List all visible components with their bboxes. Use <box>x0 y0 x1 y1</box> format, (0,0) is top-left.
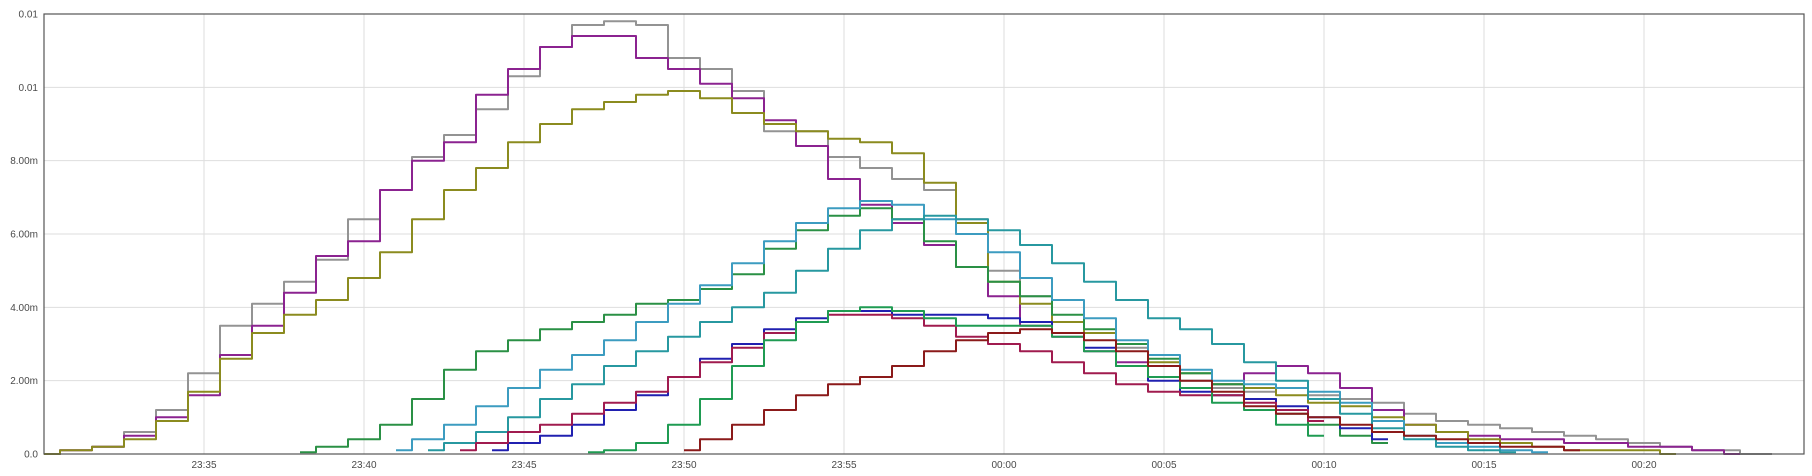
x-tick-label: 00:10 <box>1311 460 1336 471</box>
x-tick-label: 23:45 <box>511 460 536 471</box>
series-line-10 <box>684 328 1580 452</box>
x-tick-label: 00:15 <box>1471 460 1496 471</box>
series-lines <box>44 20 1772 455</box>
x-tick-label: 23:50 <box>671 460 696 471</box>
x-tick-label: 00:05 <box>1151 460 1176 471</box>
x-tick-label: 00:20 <box>1631 460 1656 471</box>
series-line-3 <box>44 90 1676 455</box>
plot-area-border <box>43 13 1805 455</box>
y-tick-label: 0.0 <box>24 450 38 461</box>
y-tick-label: 2.00m <box>10 376 38 387</box>
series-line-1 <box>44 20 1772 455</box>
y-axis-tick-labels: 0.0 2.00m 4.00m 6.00m 8.00m 0.01 0.01 <box>10 10 38 461</box>
y-tick-label: 4.00m <box>10 303 38 314</box>
y-tick-label: 0.01 <box>19 83 39 94</box>
y-tick-label: 8.00m <box>10 156 38 167</box>
x-tick-label: 23:55 <box>831 460 856 471</box>
y-tick-label: 0.01 <box>19 10 39 21</box>
series-line-2 <box>44 35 1740 455</box>
x-tick-label: 23:40 <box>351 460 376 471</box>
series-line-9 <box>588 306 1324 454</box>
series-line-5 <box>396 200 1548 454</box>
x-tick-label: 23:35 <box>191 460 216 471</box>
y-tick-label: 6.00m <box>10 230 38 241</box>
series-line-6 <box>428 214 1516 454</box>
x-tick-label: 00:00 <box>991 460 1016 471</box>
series-line-8 <box>460 313 1324 452</box>
grid-lines <box>44 14 1804 454</box>
x-axis-tick-labels: 23:35 23:40 23:45 23:50 23:55 00:00 00:05 00:10… <box>191 460 1656 471</box>
